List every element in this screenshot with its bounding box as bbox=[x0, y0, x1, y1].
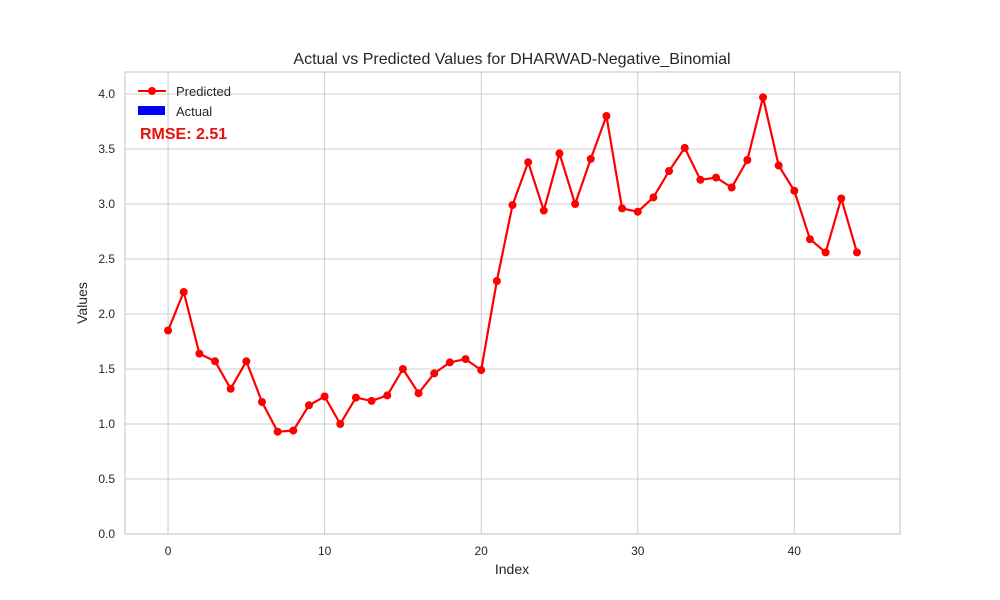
data-point bbox=[743, 156, 752, 164]
y-axis-ticks: 0.0 0.5 1.0 1.5 2.0 2.5 3.0 3.5 4.0 bbox=[98, 87, 115, 541]
series-layer bbox=[164, 93, 861, 436]
x-tick-label: 0 bbox=[165, 544, 172, 558]
data-point bbox=[680, 143, 689, 152]
data-point bbox=[602, 112, 611, 120]
y-tick-label: 2.5 bbox=[98, 252, 115, 266]
data-point bbox=[461, 355, 470, 364]
data-point bbox=[539, 206, 548, 215]
y-tick-label: 0.5 bbox=[98, 472, 115, 486]
data-point bbox=[477, 366, 486, 375]
data-point bbox=[571, 200, 580, 208]
data-point bbox=[649, 193, 658, 202]
data-point bbox=[445, 358, 454, 367]
x-axis-label: Index bbox=[495, 561, 529, 577]
data-point bbox=[273, 427, 282, 436]
data-point bbox=[586, 154, 595, 163]
data-point bbox=[336, 420, 345, 428]
y-tick-label: 1.0 bbox=[98, 417, 115, 431]
data-point bbox=[383, 391, 392, 400]
x-tick-label: 40 bbox=[788, 544, 802, 558]
legend-predicted-label: Predicted bbox=[176, 84, 231, 99]
y-tick-label: 2.0 bbox=[98, 307, 115, 321]
data-point bbox=[242, 357, 251, 366]
legend: Predicted Actual bbox=[138, 84, 231, 119]
data-point bbox=[508, 201, 517, 210]
data-point bbox=[618, 204, 627, 213]
data-point bbox=[524, 158, 533, 167]
x-axis-ticks: 0 10 20 30 40 bbox=[165, 544, 802, 558]
data-point bbox=[821, 248, 830, 257]
chart-title: Actual vs Predicted Values for DHARWAD-N… bbox=[293, 51, 730, 68]
data-point bbox=[837, 194, 846, 203]
data-point bbox=[805, 235, 814, 244]
data-point bbox=[414, 389, 423, 398]
data-point bbox=[665, 167, 674, 175]
y-tick-label: 4.0 bbox=[98, 87, 115, 101]
data-point bbox=[367, 396, 376, 405]
x-tick-label: 10 bbox=[318, 544, 332, 558]
data-point bbox=[195, 349, 204, 358]
y-tick-label: 0.0 bbox=[98, 527, 115, 541]
y-tick-label: 3.5 bbox=[98, 142, 115, 156]
data-point bbox=[226, 384, 235, 393]
data-point bbox=[759, 93, 768, 102]
x-tick-label: 30 bbox=[631, 544, 645, 558]
y-tick-label: 3.0 bbox=[98, 197, 115, 211]
data-point bbox=[398, 365, 407, 373]
legend-actual-swatch bbox=[138, 106, 165, 115]
data-point bbox=[712, 173, 721, 182]
data-point bbox=[164, 326, 173, 335]
data-point bbox=[289, 426, 298, 435]
data-point bbox=[430, 369, 439, 378]
data-point bbox=[633, 207, 642, 216]
data-point bbox=[257, 398, 266, 406]
y-tick-label: 1.5 bbox=[98, 362, 115, 376]
x-tick-label: 20 bbox=[475, 544, 489, 558]
grid bbox=[125, 72, 900, 535]
legend-predicted-marker bbox=[148, 87, 156, 95]
rmse-annotation: RMSE: 2.51 bbox=[140, 126, 227, 143]
data-point bbox=[774, 161, 783, 170]
data-point bbox=[727, 183, 736, 192]
data-point bbox=[696, 175, 705, 184]
data-point bbox=[790, 186, 799, 195]
plot-area bbox=[124, 71, 901, 535]
legend-actual-label: Actual bbox=[176, 104, 212, 119]
data-point bbox=[555, 149, 564, 158]
data-point bbox=[492, 277, 501, 285]
data-point bbox=[852, 248, 861, 257]
data-point bbox=[351, 393, 360, 402]
data-point bbox=[179, 288, 188, 296]
data-point bbox=[304, 401, 313, 410]
y-axis-label: Values bbox=[74, 282, 90, 324]
data-point bbox=[211, 357, 220, 366]
data-point bbox=[320, 392, 329, 401]
